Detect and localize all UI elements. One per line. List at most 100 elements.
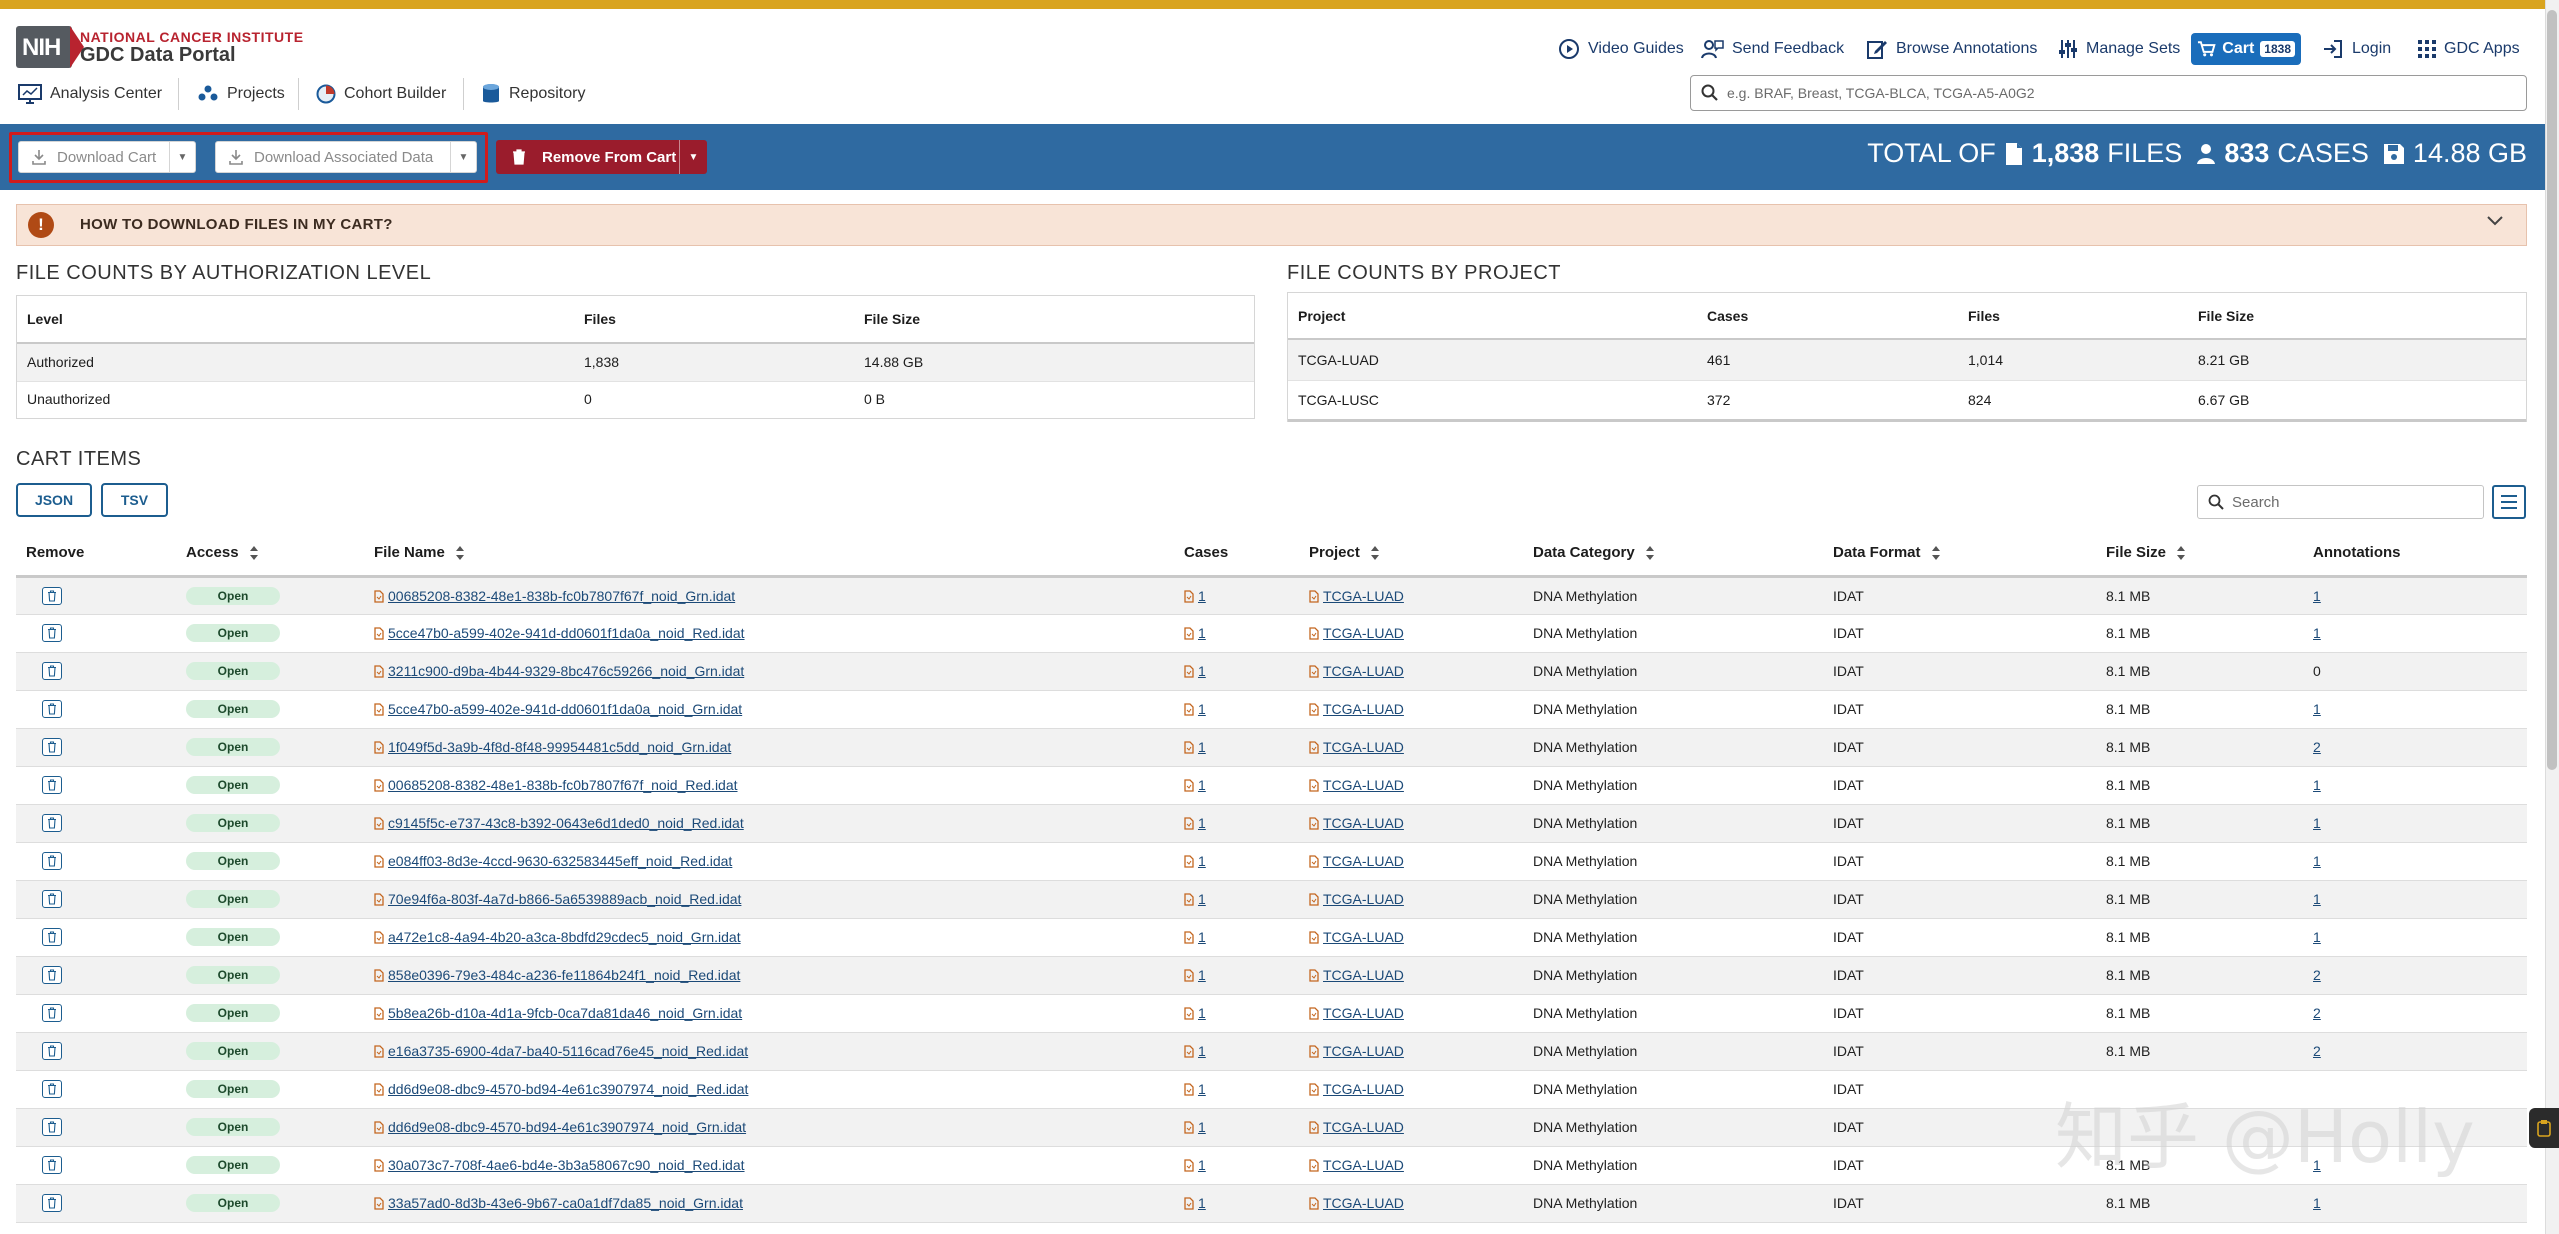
page-scrollbar-thumb[interactable] bbox=[2547, 10, 2557, 770]
cases-link[interactable]: 1 bbox=[1198, 739, 1206, 755]
project-link[interactable]: TCGA-LUAD bbox=[1323, 663, 1404, 679]
annotations-link[interactable]: 1 bbox=[2313, 929, 2321, 945]
nav-send-feedback[interactable]: Send Feedback bbox=[1700, 36, 1844, 62]
annotations-link[interactable]: 1 bbox=[2313, 1195, 2321, 1211]
remove-item-button[interactable] bbox=[42, 586, 62, 605]
remove-item-button[interactable] bbox=[42, 700, 62, 718]
annotations-link[interactable]: 1 bbox=[2313, 587, 2321, 604]
annotations-link[interactable]: 1 bbox=[2313, 1157, 2321, 1173]
cases-link[interactable]: 1 bbox=[1198, 1195, 1206, 1211]
project-link[interactable]: TCGA-LUAD bbox=[1323, 777, 1404, 793]
chevron-down-icon[interactable]: ▼ bbox=[169, 142, 195, 172]
project-link[interactable]: TCGA-LUAD bbox=[1323, 587, 1404, 604]
chevron-down-icon[interactable]: ▼ bbox=[450, 142, 476, 172]
cases-link[interactable]: 1 bbox=[1198, 967, 1206, 983]
project-link[interactable]: TCGA-LUAD bbox=[1323, 891, 1404, 907]
cases-link[interactable]: 1 bbox=[1198, 891, 1206, 907]
sort-icon[interactable] bbox=[1931, 545, 1941, 561]
subnav-projects[interactable]: Projects bbox=[197, 81, 285, 107]
remove-item-button[interactable] bbox=[42, 738, 62, 756]
file-name-link[interactable]: 5b8ea26b-d10a-4d1a-9fcb-0ca7da81da46_noi… bbox=[388, 1005, 743, 1021]
project-link[interactable]: TCGA-LUAD bbox=[1323, 625, 1404, 641]
cases-link[interactable]: 1 bbox=[1198, 701, 1206, 717]
remove-item-button[interactable] bbox=[42, 928, 62, 946]
download-cart-button[interactable]: Download Cart ▼ bbox=[18, 141, 196, 173]
sort-icon[interactable] bbox=[455, 545, 465, 561]
remove-item-button[interactable] bbox=[42, 1156, 62, 1174]
col-header-data-format[interactable]: Data Format bbox=[1823, 530, 2096, 578]
remove-item-button[interactable] bbox=[42, 814, 62, 832]
table-search-input[interactable] bbox=[2232, 486, 2477, 518]
remove-item-button[interactable] bbox=[42, 624, 62, 642]
file-name-link[interactable]: 1f049f5d-3a9b-4f8d-8f48-99954481c5dd_noi… bbox=[388, 739, 732, 755]
file-name-link[interactable]: 30a073c7-708f-4ae6-bd4e-3b3a58067c90_noi… bbox=[388, 1157, 745, 1173]
file-name-link[interactable]: e084ff03-8d3e-4ccd-9630-632583445eff_noi… bbox=[388, 853, 733, 869]
nav-manage-sets[interactable]: Manage Sets bbox=[2058, 36, 2180, 62]
side-widget-tab[interactable] bbox=[2529, 1108, 2559, 1148]
annotations-link[interactable]: 1 bbox=[2313, 777, 2321, 793]
project-link[interactable]: TCGA-LUAD bbox=[1323, 739, 1404, 755]
project-link[interactable]: TCGA-LUAD bbox=[1323, 1119, 1404, 1135]
remove-item-button[interactable] bbox=[42, 852, 62, 870]
project-link[interactable]: TCGA-LUAD bbox=[1323, 967, 1404, 983]
annotations-link[interactable]: 2 bbox=[2313, 1005, 2321, 1021]
remove-item-button[interactable] bbox=[42, 966, 62, 984]
remove-item-button[interactable] bbox=[42, 890, 62, 908]
download-help-banner[interactable] bbox=[16, 204, 2527, 246]
subnav-analysis-center[interactable]: Analysis Center bbox=[18, 81, 162, 107]
chevron-down-icon[interactable] bbox=[2486, 214, 2504, 232]
sort-icon[interactable] bbox=[2176, 545, 2186, 561]
chevron-down-icon[interactable]: ▼ bbox=[679, 140, 707, 174]
file-name-link[interactable]: c9145f5c-e737-43c8-b392-0643e6d1ded0_noi… bbox=[388, 815, 744, 831]
file-name-link[interactable]: 5cce47b0-a599-402e-941d-dd0601f1da0a_noi… bbox=[388, 625, 745, 641]
file-name-link[interactable]: 00685208-8382-48e1-838b-fc0b7807f67f_noi… bbox=[388, 587, 736, 604]
col-header-data-category[interactable]: Data Category bbox=[1523, 530, 1823, 578]
project-link[interactable]: TCGA-LUAD bbox=[1323, 815, 1404, 831]
portal-name[interactable]: GDC Data Portal bbox=[80, 44, 236, 66]
remove-item-button[interactable] bbox=[42, 662, 62, 680]
annotations-link[interactable]: 1 bbox=[2313, 853, 2321, 869]
project-link[interactable]: TCGA-LUAD bbox=[1323, 1195, 1404, 1211]
quick-search-input[interactable] bbox=[1727, 76, 2507, 110]
project-link[interactable]: TCGA-LUAD bbox=[1323, 1157, 1404, 1173]
project-link[interactable]: TCGA-LUAD bbox=[1323, 1081, 1404, 1097]
subnav-repository[interactable]: Repository bbox=[481, 81, 585, 107]
col-header-file-size[interactable]: File Size bbox=[2096, 530, 2303, 578]
nih-logo[interactable]: NIH bbox=[16, 26, 72, 68]
nav-video-guides[interactable]: Video Guides bbox=[1558, 36, 1684, 62]
annotations-link[interactable]: 2 bbox=[2313, 739, 2321, 755]
cases-link[interactable]: 1 bbox=[1198, 1005, 1206, 1021]
file-name-link[interactable]: 33a57ad0-8d3b-43e6-9b67-ca0a1df7da85_noi… bbox=[388, 1195, 743, 1211]
cases-link[interactable]: 1 bbox=[1198, 587, 1206, 604]
annotations-link[interactable]: 2 bbox=[2313, 967, 2321, 983]
sort-icon[interactable] bbox=[1645, 545, 1655, 561]
annotations-link[interactable]: 1 bbox=[2313, 891, 2321, 907]
cases-link[interactable]: 1 bbox=[1198, 777, 1206, 793]
json-export-button[interactable]: JSON bbox=[16, 483, 92, 517]
cases-link[interactable]: 1 bbox=[1198, 1119, 1206, 1135]
file-name-link[interactable]: e16a3735-6900-4da7-ba40-5116cad76e45_noi… bbox=[388, 1043, 749, 1059]
remove-item-button[interactable] bbox=[42, 1118, 62, 1136]
column-settings-button[interactable] bbox=[2492, 485, 2526, 519]
subnav-cohort-builder[interactable]: Cohort Builder bbox=[316, 81, 446, 107]
download-associated-data-button[interactable]: Download Associated Data ▼ bbox=[215, 141, 477, 173]
cases-link[interactable]: 1 bbox=[1198, 929, 1206, 945]
project-link[interactable]: TCGA-LUAD bbox=[1323, 853, 1404, 869]
annotations-link[interactable]: 1 bbox=[2313, 701, 2321, 717]
cases-link[interactable]: 1 bbox=[1198, 815, 1206, 831]
cases-link[interactable]: 1 bbox=[1198, 625, 1206, 641]
cart-button[interactable]: Cart 1838 bbox=[2191, 33, 2301, 65]
cases-link[interactable]: 1 bbox=[1198, 1043, 1206, 1059]
cases-link[interactable]: 1 bbox=[1198, 1081, 1206, 1097]
remove-from-cart-button[interactable]: Remove From Cart ▼ bbox=[496, 140, 707, 174]
file-name-link[interactable]: dd6d9e08-dbc9-4570-bd94-4e61c3907974_noi… bbox=[388, 1081, 749, 1097]
remove-item-button[interactable] bbox=[42, 1194, 62, 1212]
cases-link[interactable]: 1 bbox=[1198, 663, 1206, 679]
file-name-link[interactable]: dd6d9e08-dbc9-4570-bd94-4e61c3907974_noi… bbox=[388, 1119, 747, 1135]
col-header-project[interactable]: Project bbox=[1299, 530, 1523, 578]
nav-gdc-apps[interactable]: GDC Apps bbox=[2418, 36, 2520, 62]
tsv-export-button[interactable]: TSV bbox=[101, 483, 168, 517]
sort-icon[interactable] bbox=[1370, 545, 1380, 561]
annotations-link[interactable]: 2 bbox=[2313, 1043, 2321, 1059]
nav-login[interactable]: Login bbox=[2322, 36, 2391, 62]
